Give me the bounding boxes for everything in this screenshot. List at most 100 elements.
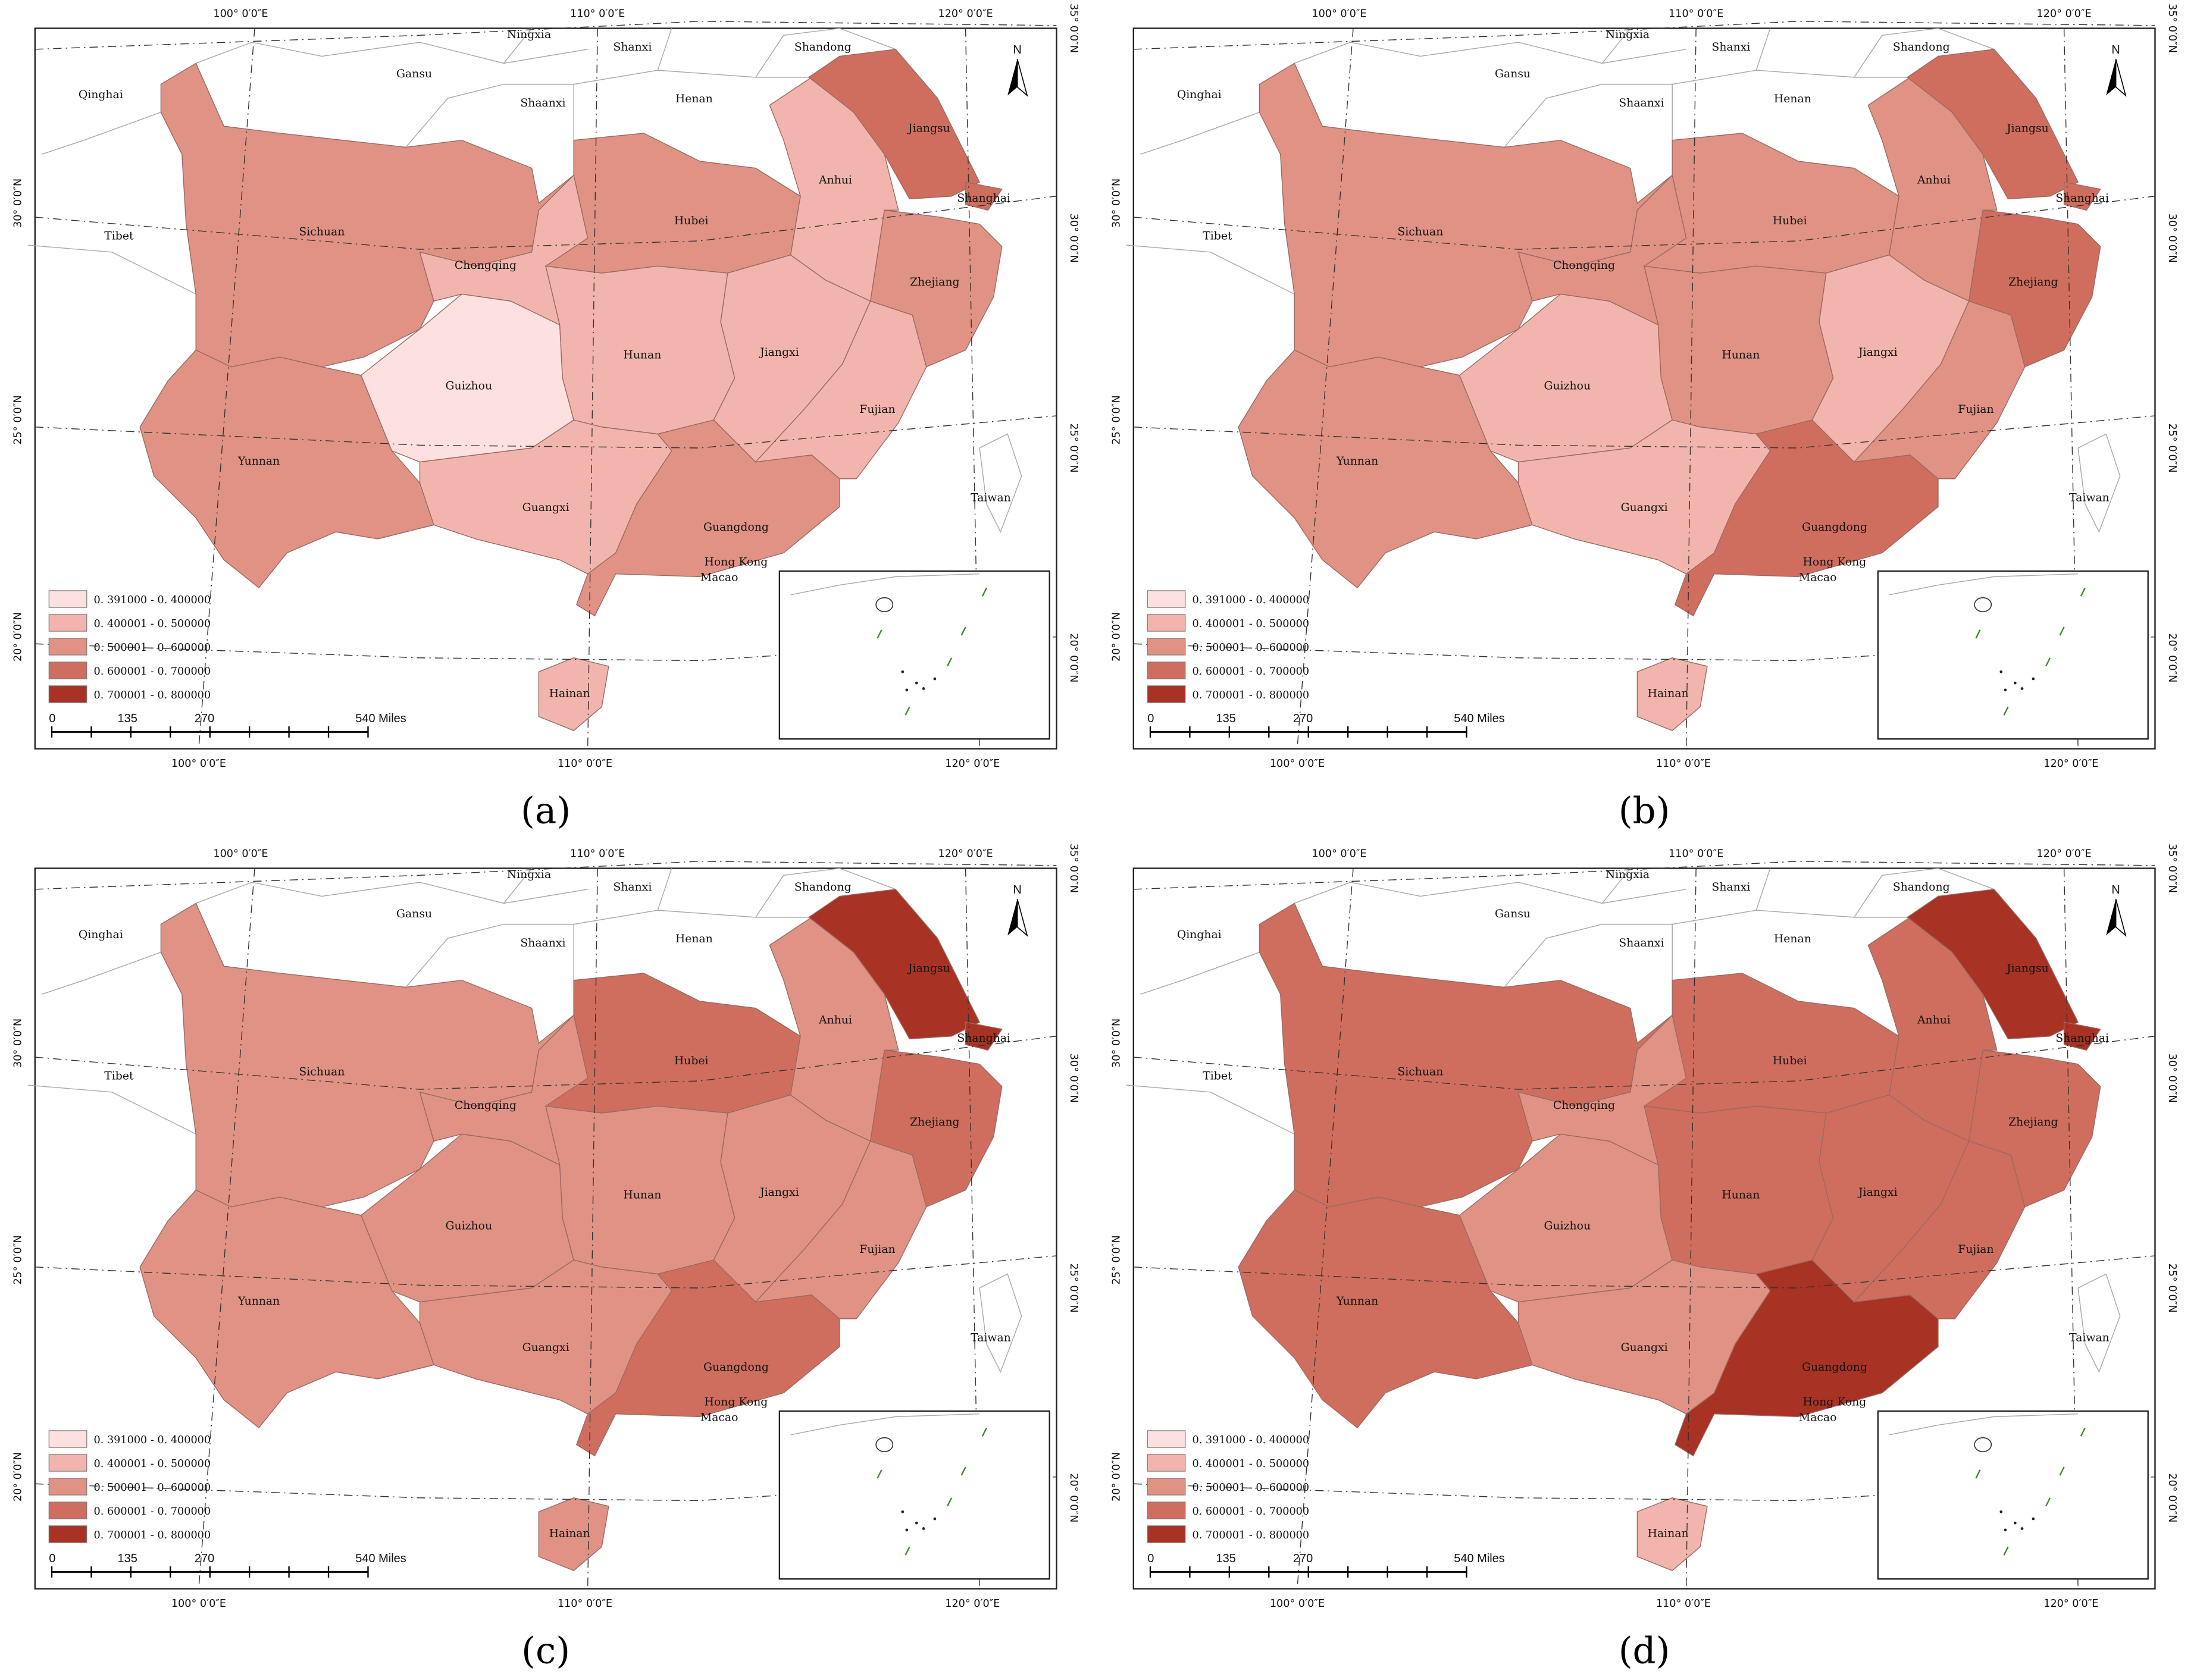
neighbor-label: Shandong — [794, 41, 852, 54]
province-label: Hainan — [1648, 688, 1689, 700]
latitude-label-right: 20° 0′0″N — [1068, 633, 1079, 682]
neighbor-boundary — [1602, 868, 1631, 904]
inset-dashed-boundary — [2080, 587, 2086, 597]
province-hainan — [538, 657, 609, 731]
neighbor-boundary — [1140, 951, 1260, 995]
legend-label: 0. 500001 - 0. 600000 — [1193, 642, 1310, 654]
neighbor-label: Tibet — [104, 1070, 134, 1083]
legend-swatch — [1147, 638, 1186, 656]
latitude-label-left: 20° 0′0″N — [1110, 612, 1122, 662]
province-label: Anhui — [1917, 1014, 1951, 1027]
legend-swatch — [48, 662, 87, 679]
inset-coastline — [790, 573, 980, 595]
latitude-label-right: 35° 0′0″N — [1068, 844, 1079, 893]
longitude-line — [1297, 868, 1354, 1589]
neighbor-boundary — [27, 245, 196, 294]
province-label: Zhejiang — [910, 1116, 959, 1129]
legend-label: 0. 600001 - 0. 700000 — [1193, 666, 1310, 678]
longitude-label-bottom: 110° 0′0″E — [1656, 758, 1711, 770]
neighbor-boundary — [1140, 111, 1260, 155]
latitude-line — [1133, 21, 2155, 50]
province-label: Anhui — [818, 1014, 852, 1027]
province-shanghai — [965, 181, 1003, 211]
latitude-label-left: 20° 0′0″N — [12, 612, 24, 662]
longitude-label-bottom: 120° 0′0″E — [945, 1598, 1000, 1610]
province-shanghai — [2063, 181, 2101, 211]
neighbor-label: Qinghai — [79, 929, 123, 941]
province-label: Hubei — [1773, 215, 1807, 227]
latitude-line — [35, 1255, 1057, 1289]
latitude-label-right: 30° 0′0″N — [2166, 1054, 2178, 1103]
legend-label: 0. 400001 - 0. 500000 — [94, 618, 211, 630]
latitude-label-right: 25° 0′0″N — [1068, 424, 1079, 473]
province-shanghai — [965, 1021, 1003, 1051]
longitude-line — [1685, 868, 1697, 1589]
latitude-line — [1133, 415, 2155, 449]
latitude-label-right: 30° 0′0″N — [1068, 1054, 1079, 1103]
scale-bar-label: 270 — [1293, 712, 1313, 725]
neighbor-label: Henan — [675, 93, 713, 105]
neighbor-label: Macao — [1799, 1411, 1837, 1424]
latitude-label-right: 35° 0′0″N — [1068, 4, 1079, 53]
province-hainan — [538, 1497, 609, 1571]
scale-bar-label: 270 — [1293, 1552, 1313, 1565]
neighbor-boundary — [1672, 910, 1908, 925]
inset-hainan — [1974, 1437, 1992, 1452]
inset-island — [901, 1510, 905, 1513]
province-label: Chongqing — [1553, 1099, 1615, 1112]
province-yunnan — [1238, 349, 1533, 589]
province-label: Hunan — [623, 1189, 661, 1202]
province-label: Hubei — [1773, 1055, 1807, 1067]
latitude-label-right: 25° 0′0″N — [2166, 424, 2178, 473]
inset-hainan — [875, 597, 894, 612]
inset-dashed-boundary — [2045, 657, 2051, 667]
longitude-line — [198, 868, 255, 1589]
choropleth-map: Sichuan Yunnan Guizhou Chongqing Hubei Hunan G… — [12, 4, 1079, 832]
legend-label: 0. 500001 - 0. 600000 — [94, 1482, 211, 1494]
longitude-label-bottom: 110° 0′0″E — [1656, 1598, 1711, 1610]
latitude-label-right: 25° 0′0″N — [2166, 1264, 2178, 1313]
neighbor-label: Ningxia — [507, 869, 551, 881]
province-yunnan — [1238, 1189, 1533, 1429]
inset-dashed-boundary — [905, 1546, 910, 1556]
longitude-label-bottom: 100° 0′0″E — [171, 1598, 226, 1610]
legend-label: 0. 391000 - 0. 400000 — [94, 594, 211, 606]
panel-caption: (b) — [1619, 789, 1670, 832]
neighbor-label: Henan — [1774, 93, 1811, 105]
inset-dashed-boundary — [2059, 1466, 2065, 1476]
inset-dashed-boundary — [877, 1469, 882, 1479]
neighbor-boundary — [755, 867, 896, 918]
map-panel-d: Sichuan Yunnan Guizhou Chongqing Hubei Hunan G… — [1098, 840, 2197, 1680]
neighbor-boundary — [1672, 70, 1908, 85]
neighbor-boundary — [979, 1273, 1022, 1373]
province-label: Sichuan — [1397, 1066, 1443, 1079]
province-label: Sichuan — [1397, 226, 1443, 239]
inset-dashed-boundary — [981, 587, 987, 597]
latitude-label-right: 20° 0′0″N — [1068, 1473, 1079, 1522]
longitude-label-bottom: 100° 0′0″E — [1270, 1598, 1325, 1610]
neighbor-boundary — [1126, 1085, 1295, 1134]
neighbor-label: Shanxi — [1711, 41, 1750, 54]
province-label: Guizhou — [445, 1220, 492, 1232]
longitude-label-top: 120° 0′0″E — [2036, 848, 2091, 860]
province-hainan — [1636, 657, 1708, 731]
inset-dashed-boundary — [2080, 1427, 2086, 1437]
scale-bar-label: 0 — [1147, 712, 1154, 725]
province-jiangsu — [1907, 889, 2079, 1040]
latitude-label-right: 20° 0′0″N — [2166, 1473, 2178, 1522]
neighbor-label: Taiwan — [2069, 491, 2110, 504]
neighbor-label: Qinghai — [79, 89, 123, 101]
longitude-label-top: 110° 0′0″E — [570, 848, 625, 860]
north-arrow-icon — [2106, 899, 2116, 936]
province-label: Fujian — [1958, 403, 1993, 416]
neighbor-label: Gansu — [1495, 68, 1531, 80]
longitude-label-top: 110° 0′0″E — [570, 8, 625, 20]
province-zhejiang — [869, 209, 1003, 368]
legend-swatch — [48, 614, 87, 632]
legend-label: 0. 391000 - 0. 400000 — [1193, 1434, 1310, 1446]
neighbor-boundary — [657, 28, 672, 71]
north-arrow-label: N — [1013, 883, 1021, 897]
longitude-line — [1297, 28, 1354, 749]
neighbor-label: Taiwan — [971, 491, 1011, 504]
province-label: Zhejiang — [910, 276, 959, 289]
